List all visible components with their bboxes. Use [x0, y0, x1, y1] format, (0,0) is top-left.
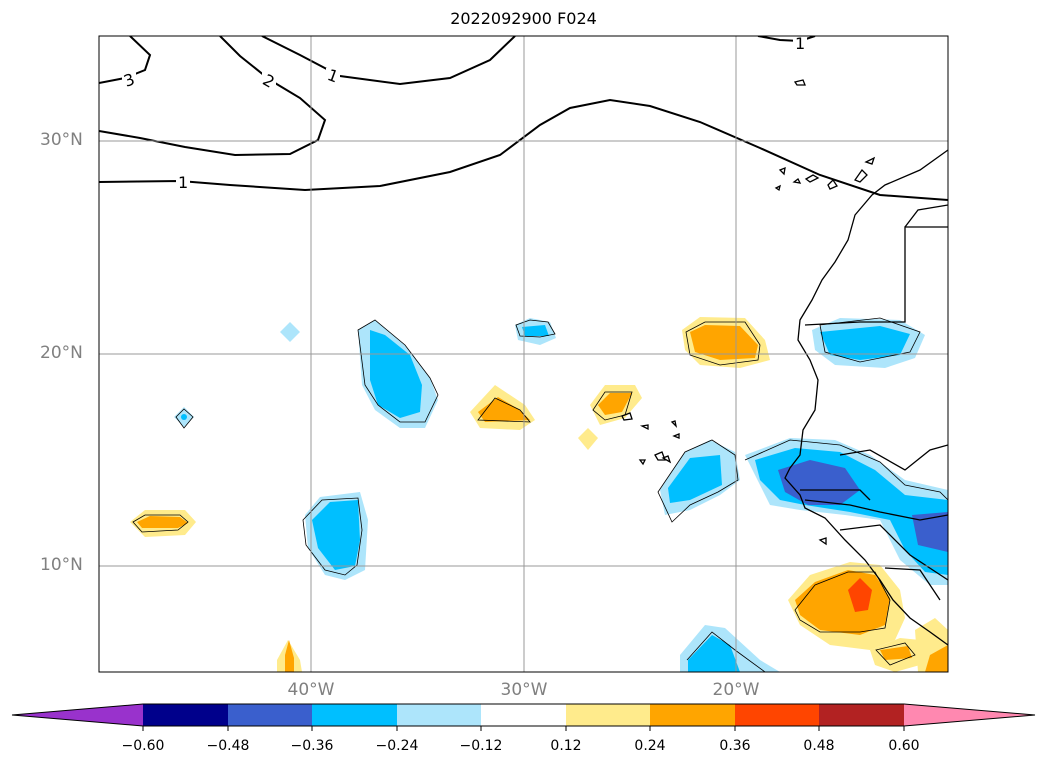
positive-anomaly-region [925, 645, 948, 672]
coastlines [621, 79, 948, 646]
lat-label: 20°N [40, 343, 83, 363]
negative-anomaly-region [820, 326, 910, 360]
colorbar-segment [735, 704, 819, 726]
colorbar-tick-label: 0.60 [888, 738, 920, 754]
negative-anomaly-region [312, 500, 360, 570]
negative-anomaly-region [280, 322, 300, 342]
contour-label: 1 [178, 173, 188, 192]
colorbar-segment [312, 704, 397, 726]
positive-anomaly-region [578, 428, 598, 450]
colorbar-segment [228, 704, 312, 726]
lat-label: 10°N [40, 555, 83, 575]
colorbar-tick-label: 0.24 [634, 738, 666, 754]
colorbar-tick-label: 0.12 [550, 738, 582, 754]
plot-frame [98, 35, 949, 673]
negative-anomaly-region [370, 330, 422, 418]
lon-label: 40°W [287, 680, 335, 700]
positive-anomaly-region [880, 646, 912, 660]
colorbar-segment [397, 704, 481, 726]
negative-anomaly-region [668, 455, 722, 503]
colorbar-tick-label: −0.12 [459, 738, 503, 754]
colorbar-segment [650, 704, 735, 726]
contour-lines [99, 36, 948, 201]
lat-label: 30°N [40, 130, 83, 150]
lon-label: 20°W [712, 680, 760, 700]
negative-anomaly-region [755, 448, 948, 575]
contour-label: 1 [795, 34, 805, 53]
negative-anomaly-region [688, 635, 740, 672]
colorbar-tick-label: −0.36 [290, 738, 334, 754]
positive-anomaly-region [598, 393, 632, 415]
colorbar-tick-label: 0.48 [803, 738, 835, 754]
negative-anomaly-region [522, 325, 549, 336]
colorbar-tick-label: −0.24 [375, 738, 419, 754]
map-title: 2022092900 F024 [450, 9, 597, 28]
positive-anomaly-region [137, 516, 188, 528]
contour-label-group: 1 3 2 1 1 [121, 34, 807, 192]
anomaly-outlines [132, 317, 948, 672]
colorbar-segment [481, 704, 566, 726]
colorbar-tick-label: 0.36 [719, 738, 751, 754]
colorbar [11, 703, 1036, 731]
colorbar-segment [143, 704, 228, 726]
lon-label: 30°W [500, 680, 548, 700]
gridlines [99, 36, 948, 672]
colorbar-over-triangle [904, 704, 1035, 726]
negative-anomaly-region [912, 512, 948, 552]
anomaly-shading [130, 317, 948, 672]
colorbar-tick-label: −0.60 [121, 738, 165, 754]
colorbar-under-triangle [12, 704, 143, 726]
colorbar-tick-label: −0.48 [206, 738, 250, 754]
positive-anomaly-region [690, 325, 758, 360]
colorbar-segment [566, 704, 650, 726]
colorbar-segment [819, 704, 904, 726]
positive-anomaly-region [848, 578, 872, 612]
positive-anomaly-region [285, 640, 294, 672]
